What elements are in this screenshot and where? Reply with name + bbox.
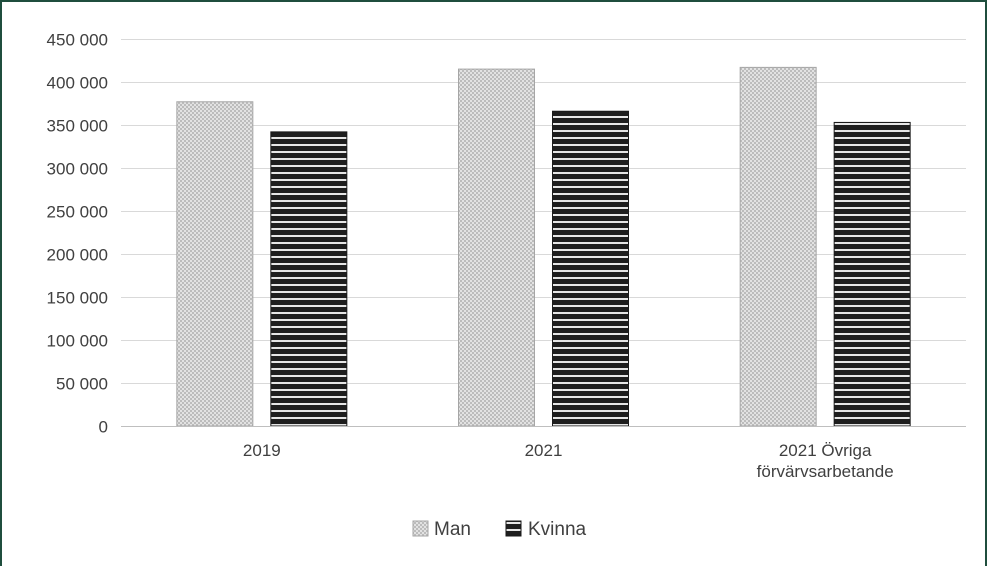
bar-man-1: [458, 68, 535, 427]
bar-man-2: [739, 66, 817, 427]
y-tick-label: 50 000: [56, 375, 108, 394]
bar-kvinna-1: [552, 110, 629, 427]
bars: [176, 66, 911, 427]
y-tick-label: 400 000: [47, 74, 108, 93]
x-axis-category-labels: 2019 2021 2021 Övriga förvärvsarbetande: [243, 441, 894, 481]
bar-kvinna-2: [833, 121, 911, 427]
legend-swatch-kvinna: [505, 520, 522, 537]
y-tick-label: 250 000: [47, 203, 108, 222]
y-tick-label: 0: [99, 418, 108, 437]
y-tick-label: 150 000: [47, 289, 108, 308]
x-category-label: förvärvsarbetande: [757, 462, 894, 481]
y-tick-label: 300 000: [47, 160, 108, 179]
legend-swatch-man: [412, 520, 429, 537]
y-tick-label: 350 000: [47, 117, 108, 136]
x-category-label: 2019: [243, 441, 281, 460]
bar-kvinna-0: [270, 131, 348, 427]
legend-label-man: Man: [434, 519, 471, 540]
x-category-label: 2021: [525, 441, 563, 460]
y-tick-label: 100 000: [47, 332, 108, 351]
y-tick-label: 200 000: [47, 246, 108, 265]
bar-man-0: [176, 101, 254, 427]
grid-lines: [121, 39, 966, 384]
y-axis-tick-labels: 0 50 000 100 000 150 000 200 000 250 000 300 0…: [47, 31, 108, 437]
legend-label-kvinna: Kvinna: [528, 519, 587, 540]
y-tick-label: 450 000: [47, 31, 108, 50]
legend: Man Kvinna: [412, 519, 587, 540]
x-category-label: 2021 Övriga: [779, 441, 872, 460]
